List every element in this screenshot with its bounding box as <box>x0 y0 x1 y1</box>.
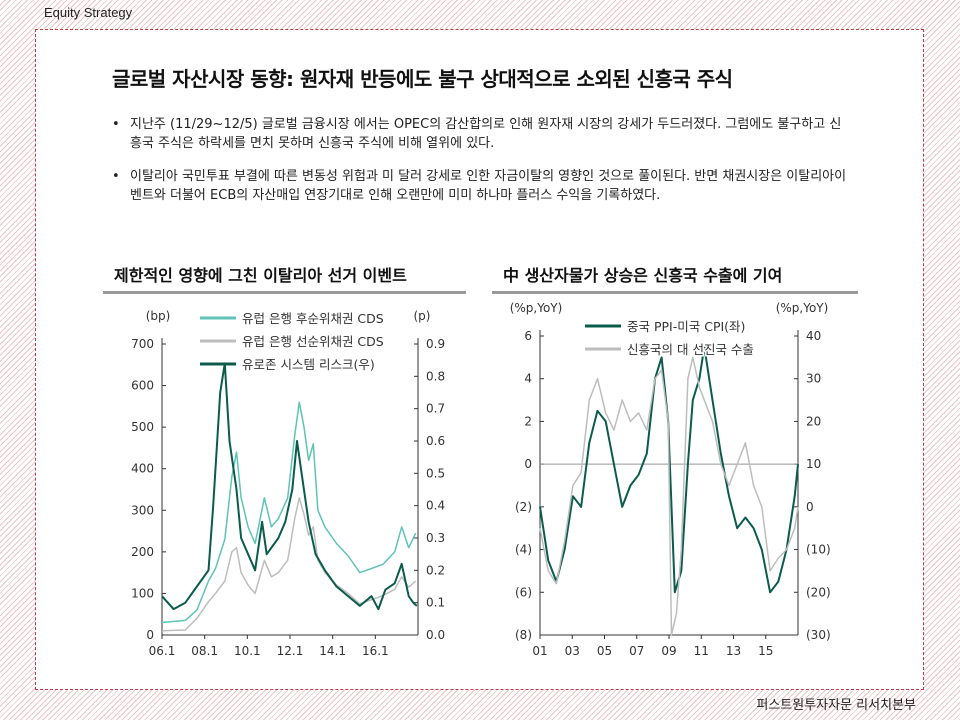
right-tick-label: (30) <box>806 628 831 642</box>
legend-label: 유럽 은행 선순위채권 CDS <box>242 334 384 349</box>
x-tick-label: 11 <box>694 644 709 658</box>
bullet-marker: • <box>112 169 120 184</box>
right-axis-unit: (%p,YoY) <box>776 301 829 315</box>
chart-china-ppi: (%p,YoY) (%p,YoY) (8) (6) (4) (2) 0 2 4 6 (30) (20)… <box>510 301 831 658</box>
x-tick-label: 12.1 <box>277 644 304 658</box>
right-tick-label: 10 <box>806 457 821 471</box>
x-tick-label: 03 <box>565 644 580 658</box>
series-line-2 <box>161 497 417 632</box>
series-line-1 <box>161 401 417 624</box>
left-axis-unit: (bp) <box>146 309 171 323</box>
bullet-text: 이탈리아 국민투표 부결에 따른 변동성 위험과 미 달러 강세로 인한 자금이… <box>130 169 847 203</box>
left-tick-label: 2 <box>524 414 532 428</box>
chart-title-china: 中 생산자물가 상승은 신흥국 수출에 기여 <box>503 266 783 285</box>
right-tick-label: 0.2 <box>426 563 445 577</box>
left-tick-label: 0 <box>524 457 532 471</box>
right-tick-label: 0.8 <box>426 369 445 383</box>
right-tick-label: 30 <box>806 372 821 386</box>
left-tick-label: 100 <box>131 586 154 600</box>
bullet-marker: • <box>112 117 120 132</box>
left-tick-label: 700 <box>131 337 154 351</box>
left-tick-label: 500 <box>131 420 154 434</box>
left-tick-label: (4) <box>515 543 532 557</box>
right-tick-label: 20 <box>806 414 821 428</box>
right-tick-label: 0.9 <box>426 337 445 351</box>
x-tick-label: 08.1 <box>191 644 218 658</box>
left-tick-label: (2) <box>515 500 532 514</box>
left-tick-label: 400 <box>131 462 154 476</box>
bullet-list: • 지난주 (11/29~12/5) 글로벌 금융시장 에서는 OPEC의 감산… <box>112 115 852 219</box>
bullet-text: 지난주 (11/29~12/5) 글로벌 금융시장 에서는 OPEC의 감산합의… <box>130 117 842 151</box>
section-label: Equity Strategy <box>44 5 133 20</box>
left-tick-label: (8) <box>515 628 532 642</box>
left-tick-label: 0 <box>146 628 154 642</box>
legend-label: 중국 PPI-미국 CPI(좌) <box>627 319 745 334</box>
x-tick-label: 14.1 <box>319 644 346 658</box>
x-tick-label: 10.1 <box>234 644 261 658</box>
left-tick-label: (6) <box>515 585 532 599</box>
legend-label: 신흥국의 대 선진국 수출 <box>627 342 754 357</box>
x-tick-label: 09 <box>661 644 676 658</box>
right-tick-label: 0.3 <box>426 531 445 545</box>
right-tick-label: 0.5 <box>426 466 445 480</box>
chart-italy-cds: (bp) (p) 0 100 200 300 400 500 600 700 0.0 0.1 0.2 0.… <box>131 309 445 658</box>
chart-title-rule <box>492 291 858 294</box>
x-tick-label: 01 <box>532 644 547 658</box>
left-tick-label: 6 <box>524 329 532 343</box>
series-line-1 <box>539 345 799 594</box>
left-tick-label: 4 <box>524 372 532 386</box>
x-tick-label: 05 <box>597 644 612 658</box>
legend-label: 유로존 시스템 리스크(우) <box>242 357 375 372</box>
right-tick-label: 40 <box>806 329 821 343</box>
right-tick-label: 0.6 <box>426 434 445 448</box>
x-tick-label: 16.1 <box>362 644 389 658</box>
content-frame <box>35 29 924 690</box>
x-tick-label: 15 <box>758 644 773 658</box>
series-line-3 <box>161 362 418 611</box>
x-tick-label: 06.1 <box>149 644 176 658</box>
left-axis-unit: (%p,YoY) <box>510 301 563 315</box>
left-tick-label: 200 <box>131 545 154 559</box>
right-tick-label: (10) <box>806 543 831 557</box>
source-label: 퍼스트원투자자문 리서치본부 <box>756 698 916 713</box>
series-line-2 <box>539 356 799 636</box>
x-tick-label: 07 <box>629 644 644 658</box>
left-tick-label: 300 <box>131 503 154 517</box>
legend-label: 유럽 은행 후순위채권 CDS <box>242 311 384 326</box>
bullet-item: • 이탈리아 국민투표 부결에 따른 변동성 위험과 미 달러 강세로 인한 자… <box>112 167 852 205</box>
right-tick-label: 0.1 <box>426 596 445 610</box>
right-tick-label: 0.7 <box>426 402 445 416</box>
right-tick-label: (20) <box>806 585 831 599</box>
right-tick-label: 0.0 <box>426 628 445 642</box>
right-tick-label: 0 <box>806 500 814 514</box>
right-axis-unit: (p) <box>414 309 431 323</box>
bullet-item: • 지난주 (11/29~12/5) 글로벌 금융시장 에서는 OPEC의 감산… <box>112 115 852 153</box>
right-tick-label: 0.4 <box>426 499 445 513</box>
chart-title-rule <box>103 291 466 294</box>
x-tick-label: 13 <box>726 644 741 658</box>
page-title: 글로벌 자산시장 동향: 원자재 반등에도 불구 상대적으로 소외된 신흥국 주… <box>112 67 733 91</box>
chart-title-italy: 제한적인 영향에 그친 이탈리아 선거 이벤트 <box>114 266 407 285</box>
left-tick-label: 600 <box>131 379 154 393</box>
